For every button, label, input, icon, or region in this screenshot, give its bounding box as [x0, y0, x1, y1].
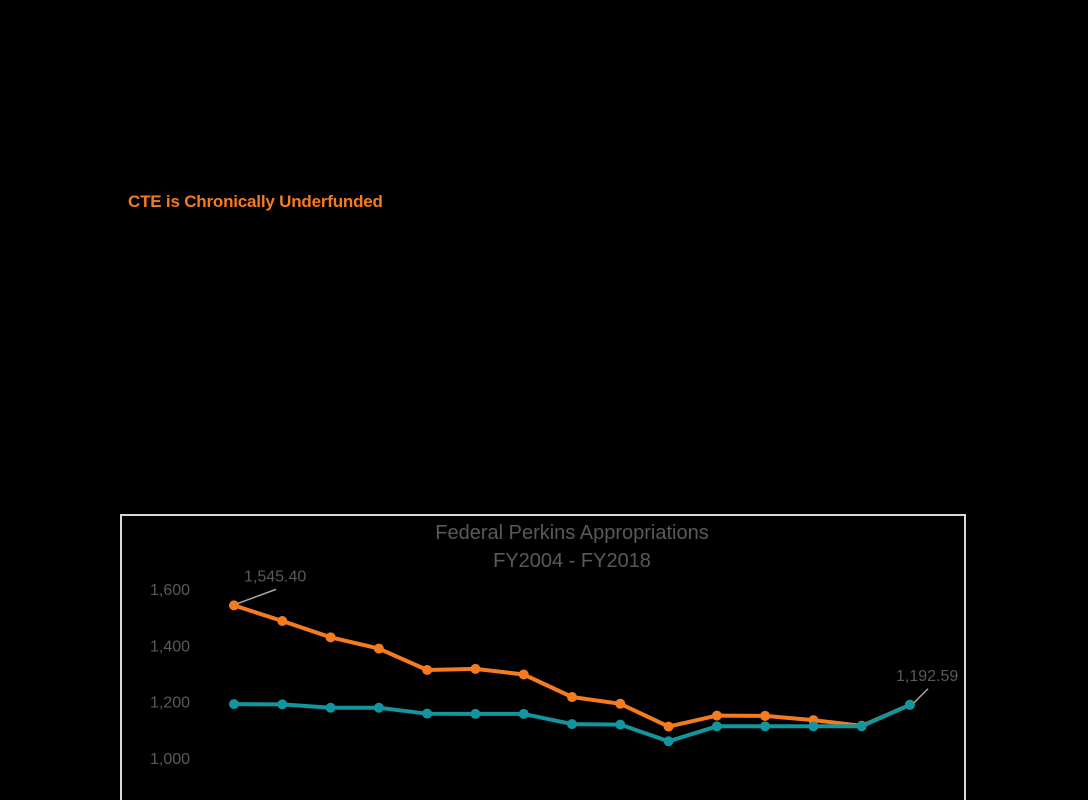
data-point [229, 600, 239, 611]
data-label: 1,192.59 [896, 668, 958, 685]
y-axis: 1,000 1,200 1,400 1,600 [150, 582, 190, 768]
series-layer [229, 600, 915, 747]
y-tick-label: 1,400 [150, 638, 190, 655]
data-point [615, 698, 626, 709]
data-point [373, 702, 384, 713]
data-point [277, 615, 288, 626]
data-point [422, 664, 433, 675]
data-point [711, 721, 722, 732]
chart-container: Federal Perkins Appropriations FY2004 - … [120, 514, 966, 800]
data-point [905, 699, 915, 710]
data-point [422, 708, 433, 719]
data-point [615, 719, 626, 730]
data-point [325, 702, 336, 713]
annotation-leader-line [237, 588, 277, 605]
data-point [229, 699, 239, 710]
data-point [277, 699, 288, 710]
data-point [518, 708, 529, 719]
annotation-leader-line [913, 688, 929, 704]
y-tick-label: 1,600 [150, 582, 190, 599]
data-point [373, 643, 384, 654]
data-point [760, 710, 771, 721]
data-point [663, 736, 674, 747]
chart-subtitle: FY2004 - FY2018 [493, 550, 651, 572]
annotation-layer: 1,545.40 1,192.59 [237, 568, 958, 704]
data-point [567, 719, 577, 730]
data-point [663, 721, 674, 732]
y-tick-label: 1,000 [150, 751, 190, 768]
data-label: 1,545.40 [244, 568, 306, 585]
chart-title: Federal Perkins Appropriations [435, 522, 708, 544]
data-point [856, 721, 867, 732]
data-point [808, 721, 819, 732]
data-point [760, 721, 771, 732]
data-point [567, 692, 577, 703]
data-point [470, 663, 481, 674]
data-point [470, 708, 481, 719]
data-point [325, 632, 336, 643]
y-tick-label: 1,200 [150, 695, 190, 712]
line-chart: Federal Perkins Appropriations FY2004 - … [150, 522, 958, 768]
page-heading: CTE is Chronically Underfunded [128, 192, 383, 211]
data-point [518, 669, 529, 680]
data-point [711, 710, 722, 721]
